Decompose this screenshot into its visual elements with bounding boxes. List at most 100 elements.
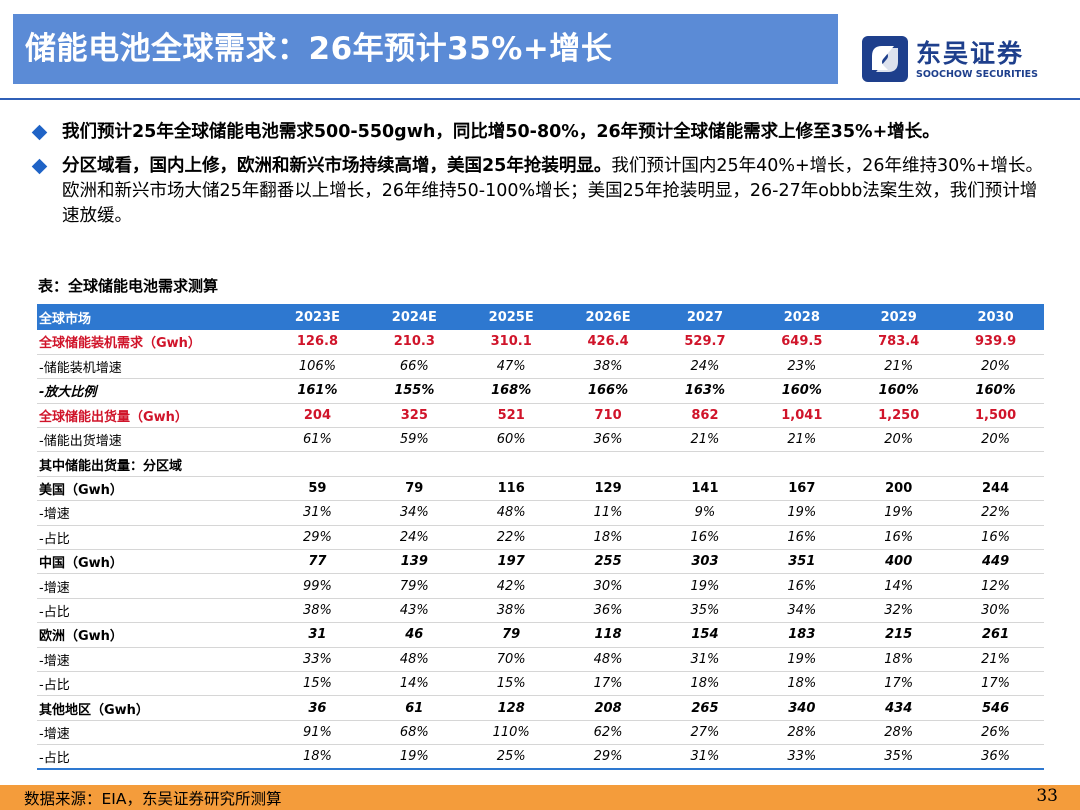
table-cell: 62%	[559, 720, 657, 746]
table-caption: 表：全球储能电池需求测算	[38, 277, 219, 295]
row-label: -增速	[37, 647, 269, 672]
table-cell: 36%	[559, 427, 657, 453]
table-cell: 16%	[753, 525, 851, 551]
row-label: -占比	[37, 525, 269, 551]
table-row: -占比 15% 14% 15% 17% 18% 18% 17% 17%	[37, 671, 1044, 697]
table-cell: 38%	[269, 598, 366, 624]
table-cell: 19%	[656, 573, 754, 599]
row-label: 欧洲（Gwh）	[37, 622, 269, 648]
table-cell: 35%	[850, 744, 948, 771]
table-cell: 15%	[462, 671, 560, 697]
logo-chinese-name: 东吴证券	[916, 39, 1025, 68]
table-cell: 33%	[269, 647, 366, 672]
table-cell: 166%	[559, 378, 657, 404]
table-cell: 128	[462, 695, 560, 721]
table-cell: 15%	[269, 671, 366, 697]
table-cell: 17%	[850, 671, 948, 697]
table-cell: 17%	[947, 671, 1044, 697]
table-row: -增速 33% 48% 70% 48% 31% 19% 18% 21%	[37, 647, 1044, 672]
bullet-strong-text: 分区域看，国内上修，欧洲和新兴市场持续高增，美国25年抢装明显。	[62, 156, 612, 176]
table-cell: 160%	[850, 378, 948, 404]
table-cell: 1,250	[850, 403, 948, 429]
table-cell: 25%	[462, 744, 560, 771]
table-cell: 34%	[365, 500, 463, 526]
soochow-logo-icon	[862, 36, 908, 82]
bullet-text: 我们预计国内25年40%+增长，26年维持30%+增长。欧洲和新兴市场大储25年…	[62, 156, 1044, 226]
table-cell: 21%	[753, 427, 851, 453]
table-cell: 14%	[365, 671, 463, 697]
table-row: 其他地区（Gwh） 36 61 128 208 265 340 434 546	[37, 695, 1044, 721]
table-cell: 16%	[850, 525, 948, 551]
table-cell: 99%	[269, 573, 366, 599]
table-row: -占比 18% 19% 25% 29% 31% 33% 35% 36%	[37, 744, 1044, 771]
column-header: 2028	[753, 304, 851, 330]
row-label: 美国（Gwh）	[37, 476, 269, 502]
table-cell: 1,500	[947, 403, 1044, 429]
table-cell: 36%	[559, 598, 657, 624]
table-cell: 939.9	[947, 330, 1044, 355]
table-cell: 36%	[947, 744, 1044, 771]
table-cell: 19%	[365, 744, 463, 771]
table-row: -增速 99% 79% 42% 30% 19% 16% 14% 12%	[37, 573, 1044, 599]
table-cell: 20%	[850, 427, 948, 453]
table-cell: 244	[947, 476, 1044, 502]
table-cell: 340	[753, 695, 851, 721]
table-cell: 59%	[365, 427, 463, 453]
table-cell: 21%	[850, 354, 948, 380]
table-cell: 18%	[656, 671, 754, 697]
table-row: -增速 31% 34% 48% 11% 9% 19% 19% 22%	[37, 500, 1044, 526]
table-cell: 400	[850, 549, 948, 575]
table-cell: 26%	[947, 720, 1044, 746]
table-cell: 783.4	[850, 330, 948, 355]
table-cell: 61	[365, 695, 463, 721]
table-cell: 110%	[462, 720, 560, 746]
row-label: -占比	[37, 671, 269, 697]
table-cell: 20%	[947, 354, 1044, 380]
table-cell: 18%	[269, 744, 366, 771]
demand-table: 全球市场 2023E 2024E 2025E 2026E 2027 2028 2…	[37, 304, 1044, 771]
table-cell: 118	[559, 622, 657, 648]
table-row: 其中储能出货量：分区域	[37, 451, 1044, 477]
table-cell: 204	[269, 403, 366, 429]
table-cell: 21%	[656, 427, 754, 453]
table-row: 美国（Gwh） 59 79 116 129 141 167 200 244	[37, 476, 1044, 502]
table-cell: 521	[462, 403, 560, 429]
table-cell: 30%	[947, 598, 1044, 624]
table-cell: 79	[462, 622, 560, 648]
row-label: 中国（Gwh）	[37, 549, 269, 575]
table-cell: 16%	[656, 525, 754, 551]
data-source-note: 数据来源：EIA，东吴证券研究所测算	[24, 790, 282, 808]
table-cell: 163%	[656, 378, 754, 404]
table-cell: 16%	[753, 573, 851, 599]
table-cell: 22%	[462, 525, 560, 551]
row-label: -放大比例	[37, 378, 269, 404]
column-header: 2023E	[269, 304, 366, 330]
table-row: 全球储能出货量（Gwh） 204 325 521 710 862 1,041 1,250 1,5…	[37, 403, 1044, 429]
bullet-item: 我们预计25年全球储能电池需求500-550gwh，同比增50-80%，26年预…	[31, 120, 1054, 145]
table-cell: 18%	[753, 671, 851, 697]
table-header-row: 全球市场 2023E 2024E 2025E 2026E 2027 2028 2…	[37, 304, 1044, 330]
table-row: -储能出货增速 61% 59% 60% 36% 21% 21% 20% 20%	[37, 427, 1044, 453]
table-cell: 19%	[753, 647, 851, 672]
table-cell: 43%	[365, 598, 463, 624]
table-cell: 351	[753, 549, 851, 575]
table-cell: 265	[656, 695, 754, 721]
table-cell: 160%	[947, 378, 1044, 404]
table-row: -储能装机增速 106% 66% 47% 38% 24% 23% 21% 20%	[37, 354, 1044, 380]
table-cell: 17%	[559, 671, 657, 697]
column-header: 2026E	[559, 304, 657, 330]
column-header: 2024E	[365, 304, 463, 330]
table-cell: 61%	[269, 427, 366, 453]
bullet-strong-text: 我们预计25年全球储能电池需求500-550gwh，同比增50-80%，26年预…	[62, 122, 940, 142]
table-row: 全球储能装机需求（Gwh） 126.8 210.3 310.1 426.4 529.7 64…	[37, 330, 1044, 355]
page-title: 储能电池全球需求：26年预计35%+增长	[13, 14, 838, 84]
table-cell: 33%	[753, 744, 851, 771]
table-cell: 48%	[462, 500, 560, 526]
table-cell: 60%	[462, 427, 560, 453]
table-cell: 31%	[656, 647, 754, 672]
table-cell: 35%	[656, 598, 754, 624]
table-cell: 208	[559, 695, 657, 721]
table-cell: 31%	[269, 500, 366, 526]
logo-english-name: SOOCHOW SECURITIES	[916, 69, 1038, 80]
table-cell: 77	[269, 549, 366, 575]
